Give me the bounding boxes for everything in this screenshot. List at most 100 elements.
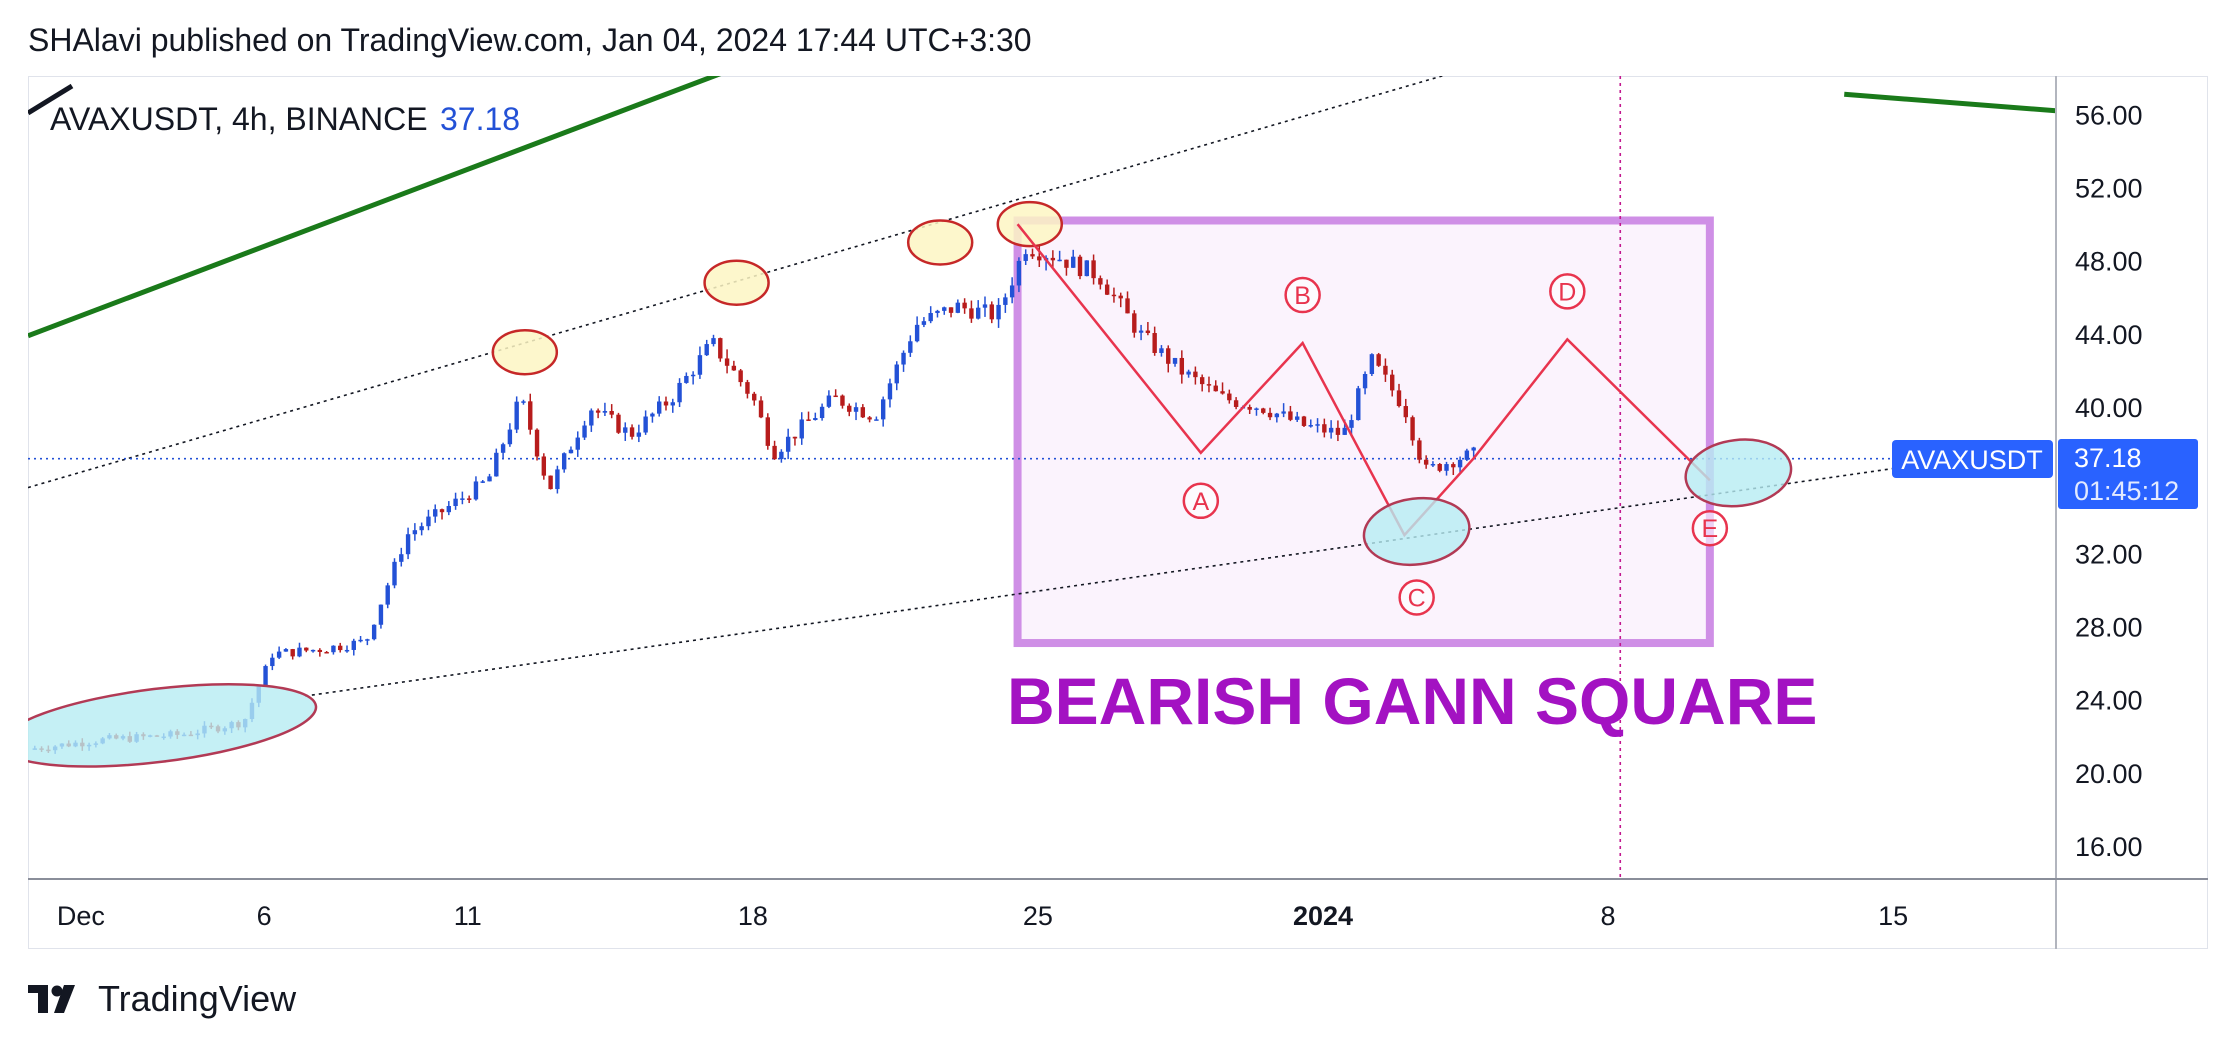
- price-tick-label: 40.00: [2075, 393, 2143, 423]
- candle-body: [853, 407, 859, 412]
- price-tick-label: 24.00: [2075, 686, 2143, 716]
- time-tick-label: 8: [1601, 901, 1616, 931]
- gann-square-box: [1013, 216, 1714, 648]
- candle-body: [935, 310, 940, 314]
- candle-body: [657, 401, 662, 414]
- candle-body: [1023, 254, 1028, 261]
- candle-body: [921, 321, 927, 325]
- candle-body: [643, 416, 648, 433]
- candle-body: [500, 444, 506, 453]
- candle-body: [371, 624, 377, 640]
- candle-body: [1417, 440, 1422, 460]
- candle-body: [1050, 257, 1056, 261]
- swing-high-marker: [491, 328, 559, 376]
- candle-body: [514, 401, 519, 430]
- candle-body: [908, 341, 913, 353]
- candle-body: [1030, 254, 1035, 257]
- candle-body: [1091, 260, 1096, 279]
- candle-body: [880, 399, 886, 420]
- candle-body: [650, 413, 655, 417]
- candle-body: [1233, 400, 1239, 407]
- candle-body: [1464, 450, 1470, 460]
- candle-body: [1254, 408, 1259, 410]
- candle-body: [1362, 373, 1368, 389]
- candle-body: [955, 302, 961, 313]
- publisher-caption: SHAlavi published on TradingView.com, Ja…: [28, 22, 1032, 58]
- candle-body: [670, 402, 675, 406]
- candle-body: [1057, 259, 1062, 262]
- wave-label-a: A: [1182, 482, 1220, 520]
- candle-body: [317, 649, 323, 652]
- price-tick-label: 44.00: [2075, 320, 2143, 350]
- candle-body: [1037, 256, 1042, 261]
- tradingview-brand: TradingView: [98, 978, 297, 1019]
- candle-body: [1423, 459, 1429, 465]
- green-trend-line: [28, 76, 722, 339]
- candle-body: [1315, 424, 1320, 426]
- wave-label-text: C: [1408, 585, 1426, 613]
- candle-body: [785, 436, 791, 452]
- candle-body: [711, 338, 716, 345]
- candle-body: [690, 374, 696, 377]
- candle-body: [636, 432, 642, 437]
- candle-body: [819, 406, 825, 419]
- upper-channel-line: [28, 76, 1445, 489]
- candle-body: [338, 645, 343, 651]
- candle-body: [772, 445, 777, 460]
- candle-body: [1281, 411, 1286, 414]
- candle-body: [982, 304, 988, 308]
- support-zone-marker: [28, 682, 318, 768]
- candle-body: [1071, 256, 1076, 268]
- candle-body: [534, 429, 540, 457]
- candle-body: [1213, 385, 1218, 392]
- candle-body: [623, 427, 628, 433]
- candle-body: [351, 640, 356, 650]
- candle-body: [310, 649, 316, 652]
- candle-body: [1111, 294, 1117, 297]
- candle-body: [1125, 298, 1130, 314]
- candle-body: [996, 304, 1001, 320]
- candle-body: [324, 651, 329, 654]
- candle-body: [765, 417, 770, 446]
- price-tag-value-box: [2058, 439, 2198, 509]
- footer: TradingView: [28, 978, 296, 1020]
- candle-body: [460, 498, 465, 500]
- candle-body: [799, 419, 804, 439]
- legend-last-price: 37.18: [440, 101, 520, 137]
- candle-body: [276, 651, 282, 658]
- wave-label-text: E: [1702, 515, 1719, 543]
- candle-body: [602, 410, 608, 413]
- candle-body: [1145, 330, 1151, 334]
- time-tick-label: 25: [1023, 901, 1053, 931]
- candle-body: [589, 410, 594, 426]
- candle-body: [752, 393, 757, 401]
- candle-body: [1247, 406, 1252, 410]
- candle-body: [1016, 260, 1022, 286]
- time-tick-label: 2024: [1293, 901, 1353, 931]
- candle-body: [270, 657, 275, 667]
- legend-symbol: AVAXUSDT, 4h, BINANCE: [50, 101, 428, 137]
- candle-body: [840, 395, 845, 406]
- candle-body: [792, 436, 798, 439]
- candle-body: [263, 666, 268, 687]
- swing-high-marker: [703, 259, 770, 306]
- candle-body: [684, 375, 689, 383]
- candle-body: [1451, 464, 1456, 468]
- candle-body: [548, 475, 553, 490]
- candle-body: [724, 358, 730, 366]
- wave-label-b: B: [1284, 276, 1321, 314]
- wave-label-text: D: [1558, 278, 1576, 306]
- candle-body: [344, 649, 350, 652]
- candle-body: [914, 324, 920, 342]
- candle-body: [439, 509, 445, 513]
- candle-body: [738, 370, 743, 383]
- candle-body: [1118, 295, 1123, 299]
- candle-body: [677, 382, 682, 403]
- candle-body: [304, 647, 309, 651]
- candle-body: [887, 383, 893, 400]
- candle-body: [494, 452, 499, 477]
- candle-body: [1138, 330, 1144, 333]
- candle-body: [1335, 427, 1341, 435]
- candle-body: [1328, 427, 1334, 433]
